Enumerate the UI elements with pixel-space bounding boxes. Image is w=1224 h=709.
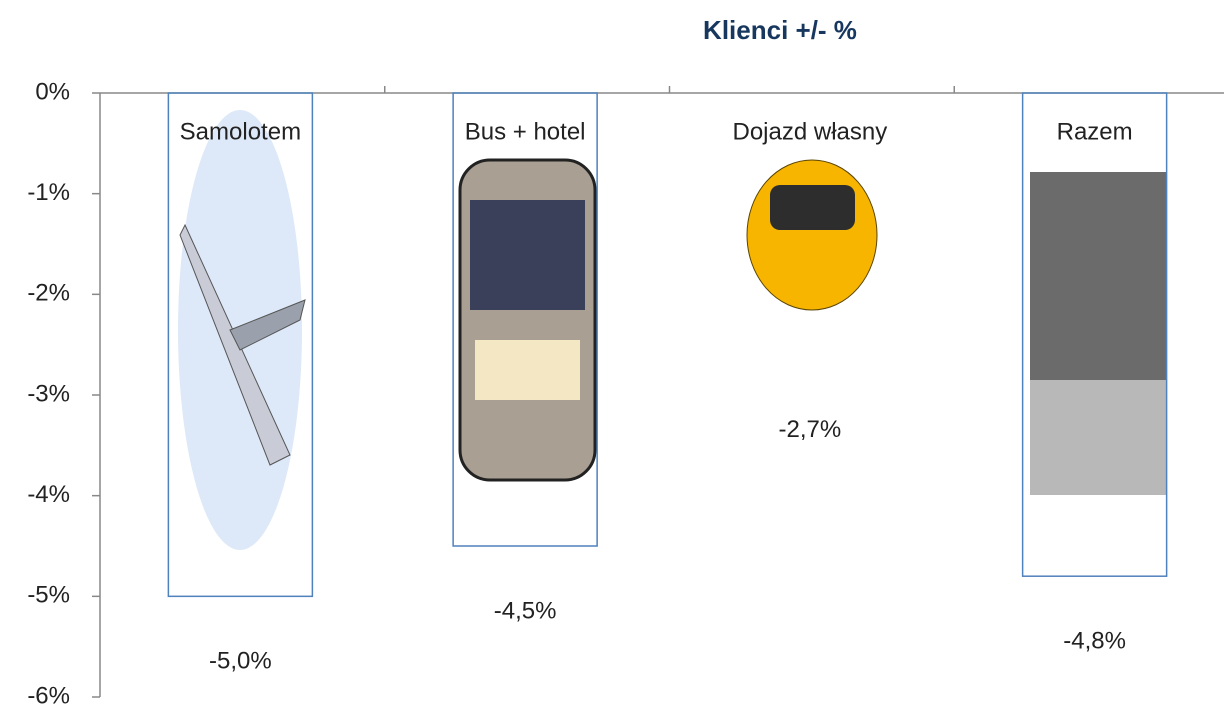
value-label: -4,8%: [1063, 628, 1126, 655]
chart: Klienci +/- % 0% -1% -2% -3% -4% -5% -6% Samolo…: [0, 0, 1224, 709]
y-tick-label: -6%: [27, 682, 70, 709]
y-tick-label: -5%: [27, 582, 70, 609]
category-label: Razem: [1057, 118, 1133, 145]
value-label: -2,7%: [779, 416, 842, 443]
y-tick-label: -1%: [27, 179, 70, 206]
category-label: Bus + hotel: [465, 118, 586, 145]
value-label: -4,5%: [494, 597, 557, 624]
decoration: [178, 110, 1166, 550]
y-tick-label: -4%: [27, 481, 70, 508]
y-tick-label: 0%: [35, 78, 70, 105]
y-tick-label: -3%: [27, 380, 70, 407]
y-tick-label: -2%: [27, 280, 70, 307]
chart-title: Klienci +/- %: [703, 15, 857, 45]
category-label: Samolotem: [180, 118, 301, 145]
value-label: -5,0%: [209, 648, 272, 675]
category-label: Dojazd własny: [733, 118, 888, 145]
